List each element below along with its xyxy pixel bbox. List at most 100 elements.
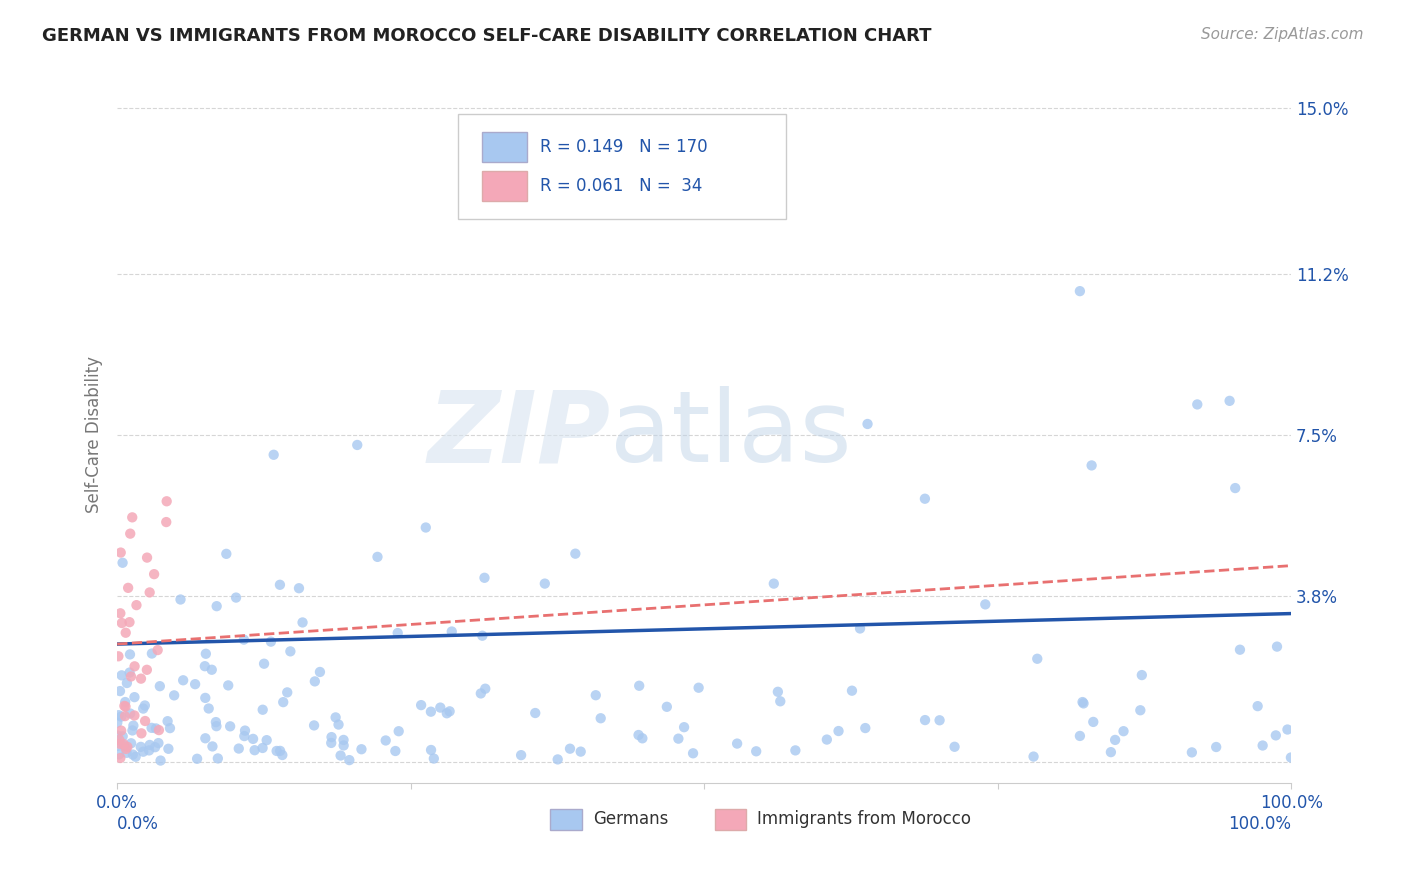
Point [271, 747, 294, 762]
Point [149, 679, 172, 693]
Point [291, 615, 314, 630]
Point [387, 626, 409, 640]
Point [943, 739, 966, 754]
Text: atlas: atlas [610, 386, 852, 483]
Text: R = 0.149   N = 170: R = 0.149 N = 170 [540, 138, 707, 156]
Point [628, 679, 651, 693]
Point [163, 689, 186, 703]
Point [120, 669, 142, 683]
Point [111, 668, 134, 682]
Point [118, 648, 141, 662]
Point [841, 683, 863, 698]
Point [194, 647, 217, 661]
Point [263, 448, 285, 462]
Point [266, 744, 288, 758]
Point [1225, 481, 1247, 495]
Point [269, 578, 291, 592]
Point [1205, 739, 1227, 754]
Point [1181, 745, 1204, 759]
Point [110, 545, 132, 559]
Point [666, 731, 689, 746]
Point [849, 622, 872, 636]
Point [114, 709, 136, 723]
Point [276, 685, 298, 699]
Point [114, 699, 136, 714]
Point [533, 576, 555, 591]
Point [524, 706, 547, 720]
Point [215, 547, 238, 561]
Point [129, 739, 152, 754]
Point [120, 736, 142, 750]
Point [558, 741, 581, 756]
Point [271, 695, 294, 709]
Point [914, 491, 936, 506]
Text: Germans: Germans [593, 810, 668, 828]
Point [107, 729, 129, 743]
Point [105, 715, 128, 730]
Point [107, 649, 129, 664]
Point [304, 674, 326, 689]
Point [256, 733, 278, 747]
Point [233, 729, 256, 743]
Point [141, 647, 163, 661]
Point [337, 753, 360, 767]
Point [1279, 750, 1302, 764]
Point [114, 695, 136, 709]
Point [384, 744, 406, 758]
Point [1229, 642, 1251, 657]
Point [115, 676, 138, 690]
Point [112, 737, 135, 751]
Point [974, 598, 997, 612]
Point [1129, 703, 1152, 717]
Point [138, 743, 160, 757]
Point [1104, 733, 1126, 747]
Point [1112, 724, 1135, 739]
Point [194, 731, 217, 746]
Point [129, 672, 152, 686]
Point [1069, 729, 1091, 743]
Point [115, 746, 138, 760]
Point [269, 744, 291, 758]
Point [110, 723, 132, 738]
Point [1219, 393, 1241, 408]
Point [122, 718, 145, 732]
Point [233, 723, 256, 738]
Point [134, 714, 156, 728]
FancyBboxPatch shape [550, 808, 582, 830]
Point [169, 592, 191, 607]
Point [1080, 458, 1102, 473]
Point [217, 678, 239, 692]
Point [928, 713, 950, 727]
Point [219, 719, 242, 733]
Point [197, 701, 219, 715]
Text: Source: ZipAtlas.com: Source: ZipAtlas.com [1201, 27, 1364, 42]
Point [627, 728, 650, 742]
Point [585, 688, 607, 702]
Point [252, 741, 274, 756]
Point [1069, 284, 1091, 298]
Point [589, 711, 612, 725]
Point [118, 615, 141, 629]
Point [148, 723, 170, 738]
Point [474, 681, 496, 696]
Point [346, 438, 368, 452]
Point [785, 743, 807, 757]
Point [120, 526, 142, 541]
Point [631, 731, 654, 746]
Point [321, 730, 343, 744]
Point [1265, 640, 1288, 654]
Point [419, 705, 441, 719]
Point [655, 699, 678, 714]
Point [117, 739, 139, 754]
Point [143, 567, 166, 582]
Point [110, 751, 132, 765]
Point [1071, 695, 1094, 709]
Point [350, 742, 373, 756]
Point [280, 644, 302, 658]
Text: 100.0%: 100.0% [1229, 815, 1291, 833]
Point [1083, 714, 1105, 729]
Point [510, 748, 533, 763]
Point [242, 731, 264, 746]
Point [328, 717, 350, 731]
Point [329, 748, 352, 763]
